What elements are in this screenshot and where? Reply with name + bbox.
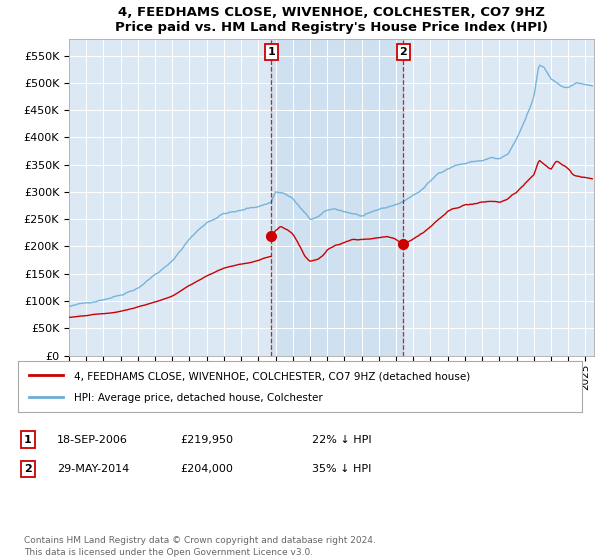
Text: 2: 2: [400, 47, 407, 57]
Text: 1: 1: [24, 435, 32, 445]
Text: £219,950: £219,950: [180, 435, 233, 445]
Text: 18-SEP-2006: 18-SEP-2006: [57, 435, 128, 445]
Title: 4, FEEDHAMS CLOSE, WIVENHOE, COLCHESTER, CO7 9HZ
Price paid vs. HM Land Registry: 4, FEEDHAMS CLOSE, WIVENHOE, COLCHESTER,…: [115, 6, 548, 34]
Text: 1: 1: [268, 47, 275, 57]
Text: 22% ↓ HPI: 22% ↓ HPI: [312, 435, 371, 445]
Text: 2: 2: [24, 464, 32, 474]
Text: HPI: Average price, detached house, Colchester: HPI: Average price, detached house, Colc…: [74, 394, 323, 404]
Text: 35% ↓ HPI: 35% ↓ HPI: [312, 464, 371, 474]
Text: Contains HM Land Registry data © Crown copyright and database right 2024.
This d: Contains HM Land Registry data © Crown c…: [24, 536, 376, 557]
Text: 29-MAY-2014: 29-MAY-2014: [57, 464, 129, 474]
Text: £204,000: £204,000: [180, 464, 233, 474]
Text: 4, FEEDHAMS CLOSE, WIVENHOE, COLCHESTER, CO7 9HZ (detached house): 4, FEEDHAMS CLOSE, WIVENHOE, COLCHESTER,…: [74, 371, 470, 381]
Bar: [271, 39, 403, 356]
